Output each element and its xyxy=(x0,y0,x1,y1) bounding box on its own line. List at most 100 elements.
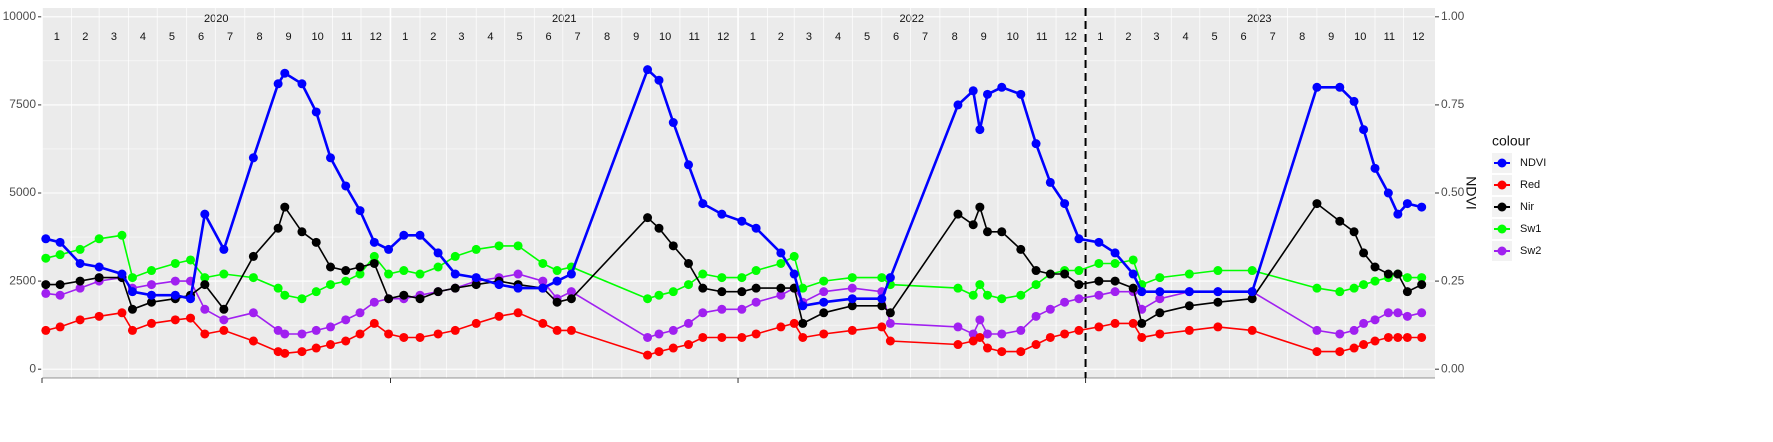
data-point xyxy=(1417,280,1427,290)
data-point xyxy=(94,311,104,321)
data-point xyxy=(1110,276,1120,286)
data-point xyxy=(552,325,562,335)
data-point xyxy=(997,227,1007,237)
data-point xyxy=(877,322,887,332)
data-point xyxy=(399,230,409,240)
data-point xyxy=(384,269,394,279)
data-point xyxy=(471,273,481,283)
data-point xyxy=(280,348,290,358)
data-point xyxy=(1184,269,1194,279)
data-point xyxy=(1137,287,1147,297)
data-point xyxy=(751,329,761,339)
data-point xyxy=(953,209,963,219)
data-point xyxy=(668,325,678,335)
month-label: 7 xyxy=(922,31,928,43)
data-point xyxy=(41,253,51,263)
data-point xyxy=(75,244,85,254)
data-point xyxy=(877,301,887,311)
month-label: 2 xyxy=(778,31,784,43)
data-point xyxy=(982,290,992,300)
data-point xyxy=(698,332,708,342)
data-point xyxy=(975,280,985,290)
data-point xyxy=(953,100,963,110)
data-point xyxy=(885,308,895,318)
data-point xyxy=(384,244,394,254)
data-point xyxy=(1045,304,1055,314)
month-label: 3 xyxy=(806,31,812,43)
month-label: 2 xyxy=(1125,31,1131,43)
data-point xyxy=(968,336,978,346)
month-label: 8 xyxy=(257,31,263,43)
data-point xyxy=(737,304,747,314)
data-point xyxy=(341,181,351,191)
y-tick-label: 10000 xyxy=(3,9,37,23)
data-point xyxy=(355,206,365,216)
data-point xyxy=(200,304,210,314)
data-point xyxy=(1213,297,1223,307)
data-point xyxy=(1016,244,1026,254)
data-point xyxy=(737,287,747,297)
data-point xyxy=(513,241,523,251)
month-label: 12 xyxy=(717,31,729,43)
data-point xyxy=(789,269,799,279)
data-point xyxy=(737,273,747,283)
data-point xyxy=(776,258,786,268)
data-point xyxy=(1110,258,1120,268)
data-point xyxy=(877,273,887,283)
data-point xyxy=(1335,347,1345,357)
data-point xyxy=(776,283,786,293)
data-point xyxy=(1402,199,1412,209)
data-point xyxy=(1370,336,1380,346)
month-label: 10 xyxy=(1007,31,1019,43)
legend-key-point xyxy=(1497,158,1507,168)
data-point xyxy=(1383,332,1393,342)
data-point xyxy=(200,209,210,219)
data-point xyxy=(369,297,379,307)
data-point xyxy=(1247,325,1257,335)
month-label: 6 xyxy=(545,31,551,43)
data-point xyxy=(1074,266,1084,276)
data-point xyxy=(273,325,283,335)
data-point xyxy=(341,276,351,286)
data-point xyxy=(953,340,963,350)
y2-tick-label: 0.50 xyxy=(1441,185,1465,199)
data-point xyxy=(953,322,963,332)
data-point xyxy=(552,266,562,276)
month-label: 5 xyxy=(516,31,522,43)
data-point xyxy=(654,290,664,300)
legend-title: colour xyxy=(1492,133,1530,149)
data-point xyxy=(975,202,985,212)
y-tick-label: 5000 xyxy=(9,185,36,199)
y2-tick-label: 0.25 xyxy=(1441,273,1465,287)
data-point xyxy=(146,266,156,276)
data-point xyxy=(1031,340,1041,350)
month-label: 7 xyxy=(227,31,233,43)
data-point xyxy=(776,290,786,300)
data-point xyxy=(982,89,992,99)
data-point xyxy=(1031,266,1041,276)
data-point xyxy=(538,283,548,293)
data-point xyxy=(1094,237,1104,247)
data-point xyxy=(450,283,460,293)
data-point xyxy=(1312,325,1322,335)
data-point xyxy=(953,283,963,293)
data-point xyxy=(127,304,137,314)
data-point xyxy=(1128,255,1138,265)
month-label: 3 xyxy=(458,31,464,43)
data-point xyxy=(684,160,694,170)
data-point xyxy=(494,280,504,290)
data-point xyxy=(1137,318,1147,328)
data-point xyxy=(1312,82,1322,92)
data-point xyxy=(219,244,229,254)
data-point xyxy=(1312,283,1322,293)
data-point xyxy=(415,269,425,279)
month-label: 6 xyxy=(198,31,204,43)
data-point xyxy=(369,258,379,268)
year-label: 2023 xyxy=(1247,13,1271,25)
year-label: 2020 xyxy=(204,13,228,25)
y2-tick-label: 0.00 xyxy=(1441,361,1465,375)
data-point xyxy=(819,276,829,286)
data-point xyxy=(41,288,51,298)
data-point xyxy=(819,297,829,307)
data-point xyxy=(494,311,504,321)
